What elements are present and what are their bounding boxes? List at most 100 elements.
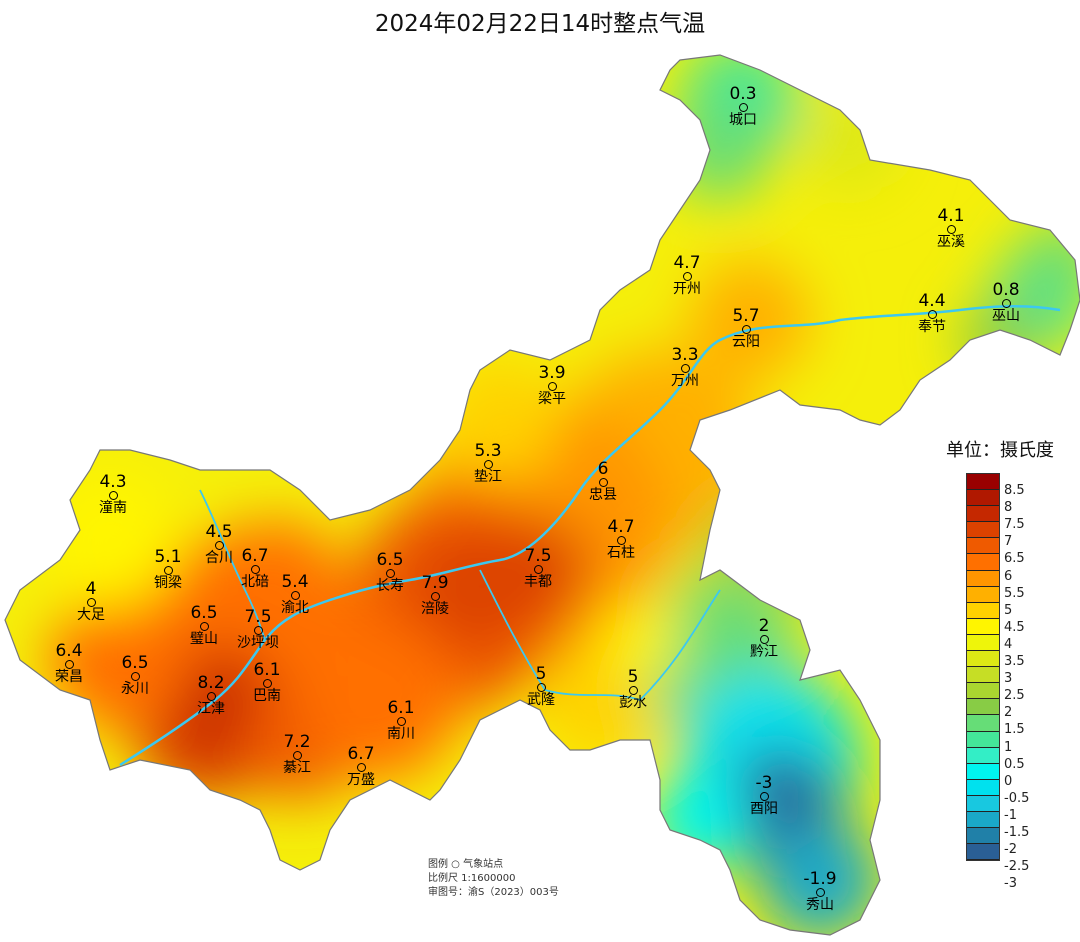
station-name: 城口 — [729, 112, 757, 128]
legend-swatch — [967, 844, 999, 861]
station-marker: 0.3 城口 — [703, 85, 783, 129]
station-temperature: 5.4 — [281, 572, 309, 592]
legend-label: -1 — [1004, 807, 1017, 823]
station-marker: 5.1 铜梁 — [128, 548, 208, 592]
legend-swatch — [967, 538, 999, 555]
station-name: 忠县 — [589, 487, 617, 503]
station-temperature: 4.7 — [673, 253, 701, 273]
legend-unit-label: 单位：摄氏度 — [946, 440, 1054, 461]
station-circle-icon — [759, 792, 769, 801]
station-temperature: 5.7 — [732, 306, 760, 326]
legend-swatch — [967, 554, 999, 571]
station-temperature: 6.5 — [190, 603, 218, 623]
station-circle-icon — [759, 635, 769, 644]
station-circle-icon — [290, 591, 300, 600]
station-marker: 4.3 潼南 — [73, 473, 153, 517]
map-info: 图例 ○ 气象站点 比例尺 1:1600000 审图号：渝S（2023）003号 — [428, 858, 559, 900]
station-marker: 7.5 丰都 — [498, 547, 578, 591]
station-name: 武隆 — [527, 692, 555, 708]
station-marker: 5.3 垫江 — [448, 442, 528, 486]
legend-label: 4 — [1004, 636, 1013, 652]
station-temperature: 3.3 — [671, 345, 699, 365]
station-marker: 7.9 涪陵 — [395, 574, 475, 618]
station-name: 长寿 — [376, 578, 404, 594]
station-circle-icon — [130, 672, 140, 681]
legend-swatch — [967, 828, 999, 845]
station-circle-icon — [253, 626, 263, 635]
temperature-zone — [760, 820, 880, 935]
station-name: 大足 — [77, 607, 105, 623]
station-circle-icon — [108, 491, 118, 500]
temperature-zone — [220, 520, 340, 640]
station-temperature: -1.9 — [803, 869, 837, 889]
station-name: 巴南 — [253, 688, 281, 704]
station-circle-icon — [199, 622, 209, 631]
legend-swatch — [967, 763, 999, 780]
station-marker: 4.4 奉节 — [892, 292, 972, 336]
station-circle-icon — [262, 679, 272, 688]
region-boundary — [4, 54, 1080, 936]
station-marker: 6.5 长寿 — [350, 551, 430, 595]
legend-label: 2 — [1004, 705, 1013, 721]
station-circle-icon — [250, 565, 260, 574]
station-marker: 4.1 巫溪 — [911, 207, 991, 251]
station-marker: 4.7 石柱 — [581, 518, 661, 562]
station-marker: 5.7 云阳 — [706, 307, 786, 351]
station-marker: 6 忠县 — [563, 460, 643, 504]
legend-label: 7.5 — [1004, 517, 1025, 533]
station-name: 丰都 — [524, 574, 552, 590]
station-temperature: 5.1 — [154, 547, 182, 567]
station-name: 巫山 — [992, 308, 1020, 324]
legend-swatch — [967, 779, 999, 796]
station-marker: 7.2 綦江 — [257, 733, 337, 777]
station-marker: 4.7 开州 — [647, 254, 727, 298]
legend-swatch — [967, 586, 999, 603]
station-circle-icon — [206, 692, 216, 701]
station-temperature: 6.7 — [241, 546, 269, 566]
station-circle-icon — [946, 225, 956, 234]
station-temperature: 0.3 — [729, 84, 757, 104]
station-temperature: 0.8 — [992, 280, 1020, 300]
legend-label: 5.5 — [1004, 585, 1025, 601]
legend-label: 4.5 — [1004, 619, 1025, 635]
legend-label: -3 — [1004, 876, 1017, 892]
legend-swatch — [967, 667, 999, 684]
legend-swatch — [967, 699, 999, 716]
station-temperature: 5 — [535, 664, 547, 684]
station-temperature: 6.1 — [387, 698, 415, 718]
station-marker: 7.5 沙坪坝 — [218, 608, 298, 652]
station-name: 璧山 — [190, 631, 218, 647]
station-name: 綦江 — [283, 760, 311, 776]
legend-swatch — [967, 602, 999, 619]
station-name: 潼南 — [99, 500, 127, 516]
station-name: 南川 — [387, 726, 415, 742]
station-marker: 6.5 永川 — [95, 654, 175, 698]
station-circle-icon — [214, 541, 224, 550]
legend-label: 1.5 — [1004, 722, 1025, 738]
station-temperature: 5 — [627, 667, 639, 687]
station-temperature: 7.5 — [244, 607, 272, 627]
station-circle-icon — [680, 364, 690, 373]
station-name: 彭水 — [619, 695, 647, 711]
scale-line: 比例尺 1:1600000 — [428, 873, 516, 884]
station-name: 梁平 — [538, 391, 566, 407]
station-temperature: 7.9 — [421, 573, 449, 593]
jialing-river — [199, 489, 266, 641]
legend-label: 1 — [1004, 739, 1013, 755]
station-name: 北碚 — [241, 574, 269, 590]
temperature-zone — [1020, 220, 1080, 300]
station-circle-icon — [741, 325, 751, 334]
station-marker: 8.2 江津 — [171, 674, 251, 718]
station-marker: -1.9 秀山 — [780, 870, 860, 914]
station-circle-icon — [430, 592, 440, 601]
legend-label: -0.5 — [1004, 790, 1030, 806]
station-temperature: 6.5 — [121, 653, 149, 673]
station-temperature: 2 — [758, 616, 770, 636]
legend-label: 2.5 — [1004, 688, 1025, 704]
station-circle-icon — [292, 751, 302, 760]
legend-label: 3 — [1004, 671, 1013, 687]
legend-swatch — [967, 683, 999, 700]
legend-swatch — [967, 490, 999, 507]
station-temperature: 6 — [597, 459, 609, 479]
station-name: 铜梁 — [154, 575, 182, 591]
